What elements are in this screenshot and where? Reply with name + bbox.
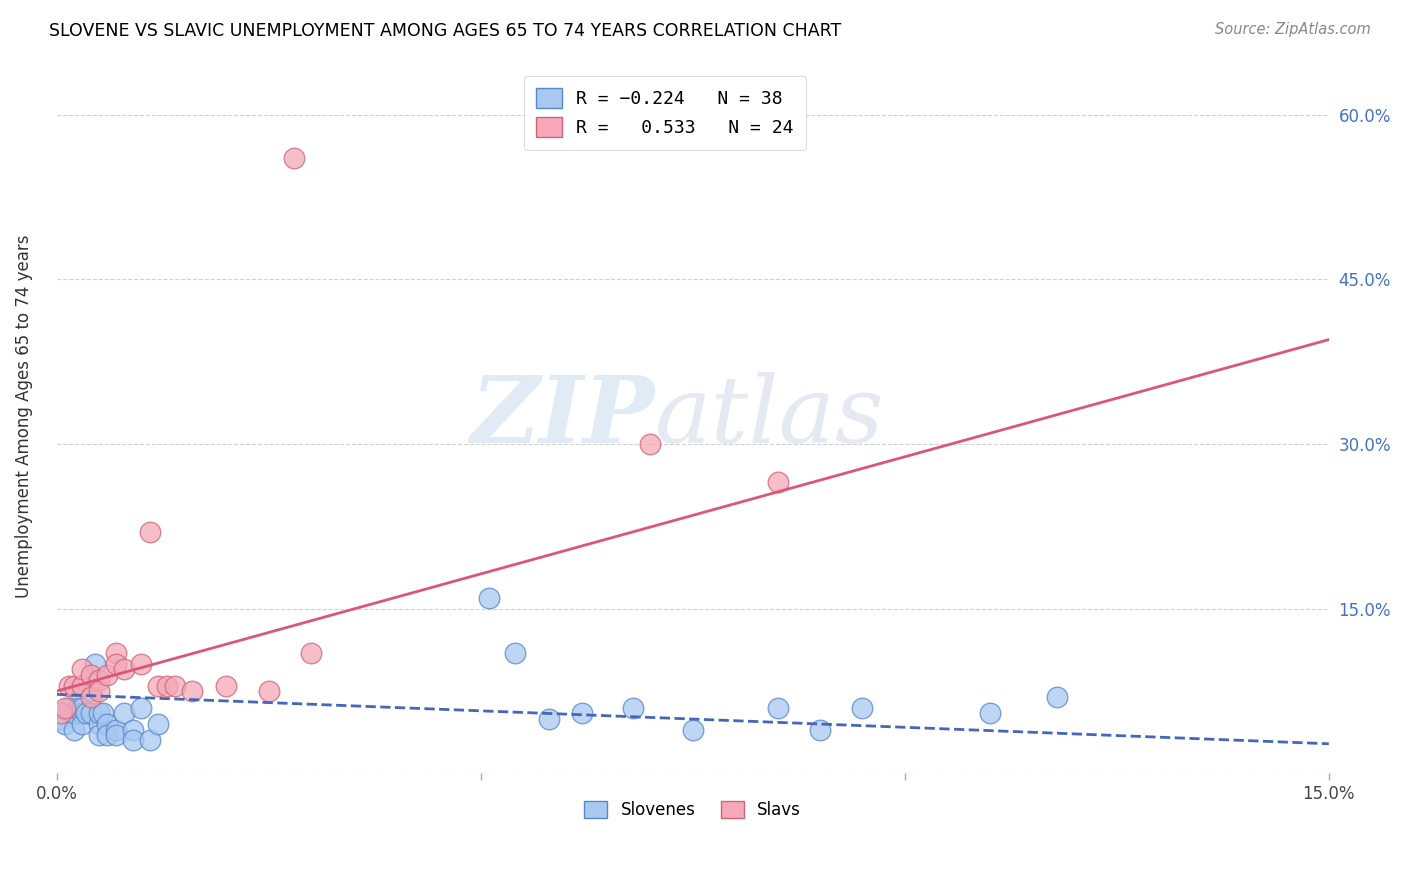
Point [79, 684, 101, 698]
Point [104, 723, 127, 737]
Text: SLOVENE VS SLAVIC UNEMPLOYMENT AMONG AGES 65 TO 74 YEARS CORRELATION CHART: SLOVENE VS SLAVIC UNEMPLOYMENT AMONG AGE… [49, 22, 841, 40]
Point [79, 667, 101, 681]
Point [537, 712, 560, 726]
Point [104, 728, 127, 742]
Legend: Slovenes, Slavs: Slovenes, Slavs [578, 794, 808, 826]
Text: ZIP: ZIP [470, 371, 655, 461]
Point [766, 700, 789, 714]
Point [58, 679, 80, 693]
Text: Source: ZipAtlas.com: Source: ZipAtlas.com [1215, 22, 1371, 37]
Point [104, 646, 127, 660]
Point [62, 706, 84, 720]
Point [75, 706, 97, 720]
Point [122, 723, 145, 737]
Point [70, 662, 93, 676]
Point [53, 700, 76, 714]
Point [139, 733, 162, 747]
Point [682, 723, 704, 737]
Text: atlas: atlas [655, 371, 884, 461]
Point [62, 723, 84, 737]
Point [114, 662, 136, 676]
Point [62, 679, 84, 693]
Point [503, 646, 526, 660]
Point [87, 684, 110, 698]
Point [87, 728, 110, 742]
Point [96, 717, 118, 731]
Point [148, 717, 170, 731]
Point [156, 679, 179, 693]
Point [91, 706, 114, 720]
Point [96, 667, 118, 681]
Point [131, 657, 153, 671]
Point [87, 717, 110, 731]
Point [70, 706, 93, 720]
Point [148, 679, 170, 693]
Point [79, 706, 101, 720]
Point [1046, 690, 1069, 704]
Point [257, 684, 280, 698]
Point [122, 733, 145, 747]
Point [215, 679, 238, 693]
Point [283, 152, 305, 166]
Point [165, 679, 187, 693]
Point [478, 591, 501, 605]
Point [621, 700, 644, 714]
Point [87, 673, 110, 687]
Point [70, 717, 93, 731]
Point [58, 700, 80, 714]
Point [114, 706, 136, 720]
Point [70, 700, 93, 714]
Point [139, 524, 162, 539]
Point [181, 684, 204, 698]
Point [808, 723, 831, 737]
Point [87, 706, 110, 720]
Point [83, 657, 105, 671]
Point [66, 700, 89, 714]
Point [299, 646, 322, 660]
Point [640, 437, 662, 451]
Y-axis label: Unemployment Among Ages 65 to 74 years: Unemployment Among Ages 65 to 74 years [15, 235, 32, 599]
Point [70, 679, 93, 693]
Point [104, 657, 127, 671]
Point [49, 712, 72, 726]
Point [571, 706, 593, 720]
Point [851, 700, 873, 714]
Point [979, 706, 1001, 720]
Point [766, 475, 789, 490]
Point [131, 700, 153, 714]
Point [53, 717, 76, 731]
Point [49, 706, 72, 720]
Point [96, 728, 118, 742]
Point [79, 690, 101, 704]
